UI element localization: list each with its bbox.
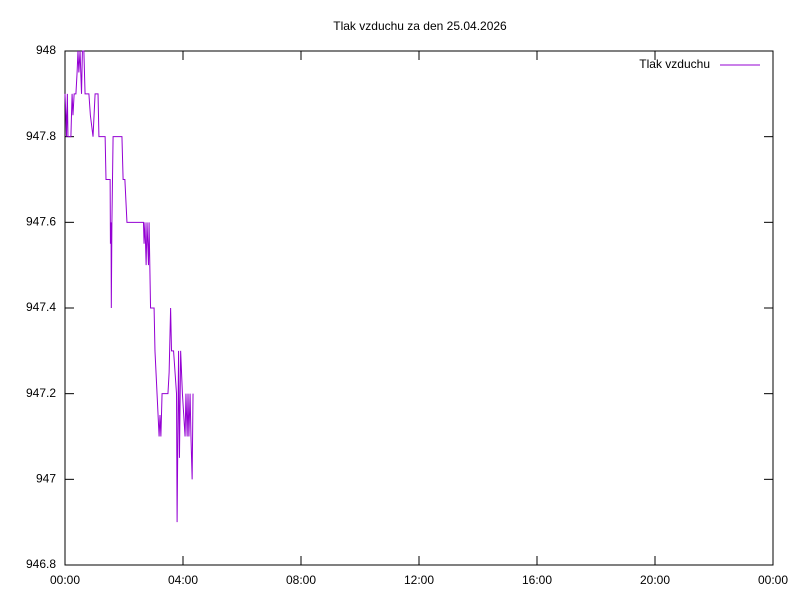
y-tick-label: 946.8 bbox=[26, 557, 56, 571]
x-tick-label: 00:00 bbox=[50, 573, 80, 587]
x-tick-label: 12:00 bbox=[404, 573, 434, 587]
x-tick-label: 16:00 bbox=[522, 573, 552, 587]
y-tick-label: 947.4 bbox=[26, 300, 56, 314]
x-tick-label: 04:00 bbox=[168, 573, 198, 587]
legend-label: Tlak vzduchu bbox=[639, 57, 710, 71]
y-tick-label: 947 bbox=[36, 472, 56, 486]
x-tick-label: 20:00 bbox=[640, 573, 670, 587]
y-tick-label: 947.6 bbox=[26, 215, 56, 229]
chart-title: Tlak vzduchu za den 25.04.2026 bbox=[333, 19, 507, 33]
y-tick-label: 948 bbox=[36, 43, 56, 57]
x-tick-label: 00:00 bbox=[758, 573, 788, 587]
x-tick-label: 08:00 bbox=[286, 573, 316, 587]
y-tick-label: 947.2 bbox=[26, 386, 56, 400]
data-line bbox=[64, 50, 194, 523]
y-tick-label: 947.8 bbox=[26, 129, 56, 143]
plot-frame bbox=[64, 50, 774, 566]
